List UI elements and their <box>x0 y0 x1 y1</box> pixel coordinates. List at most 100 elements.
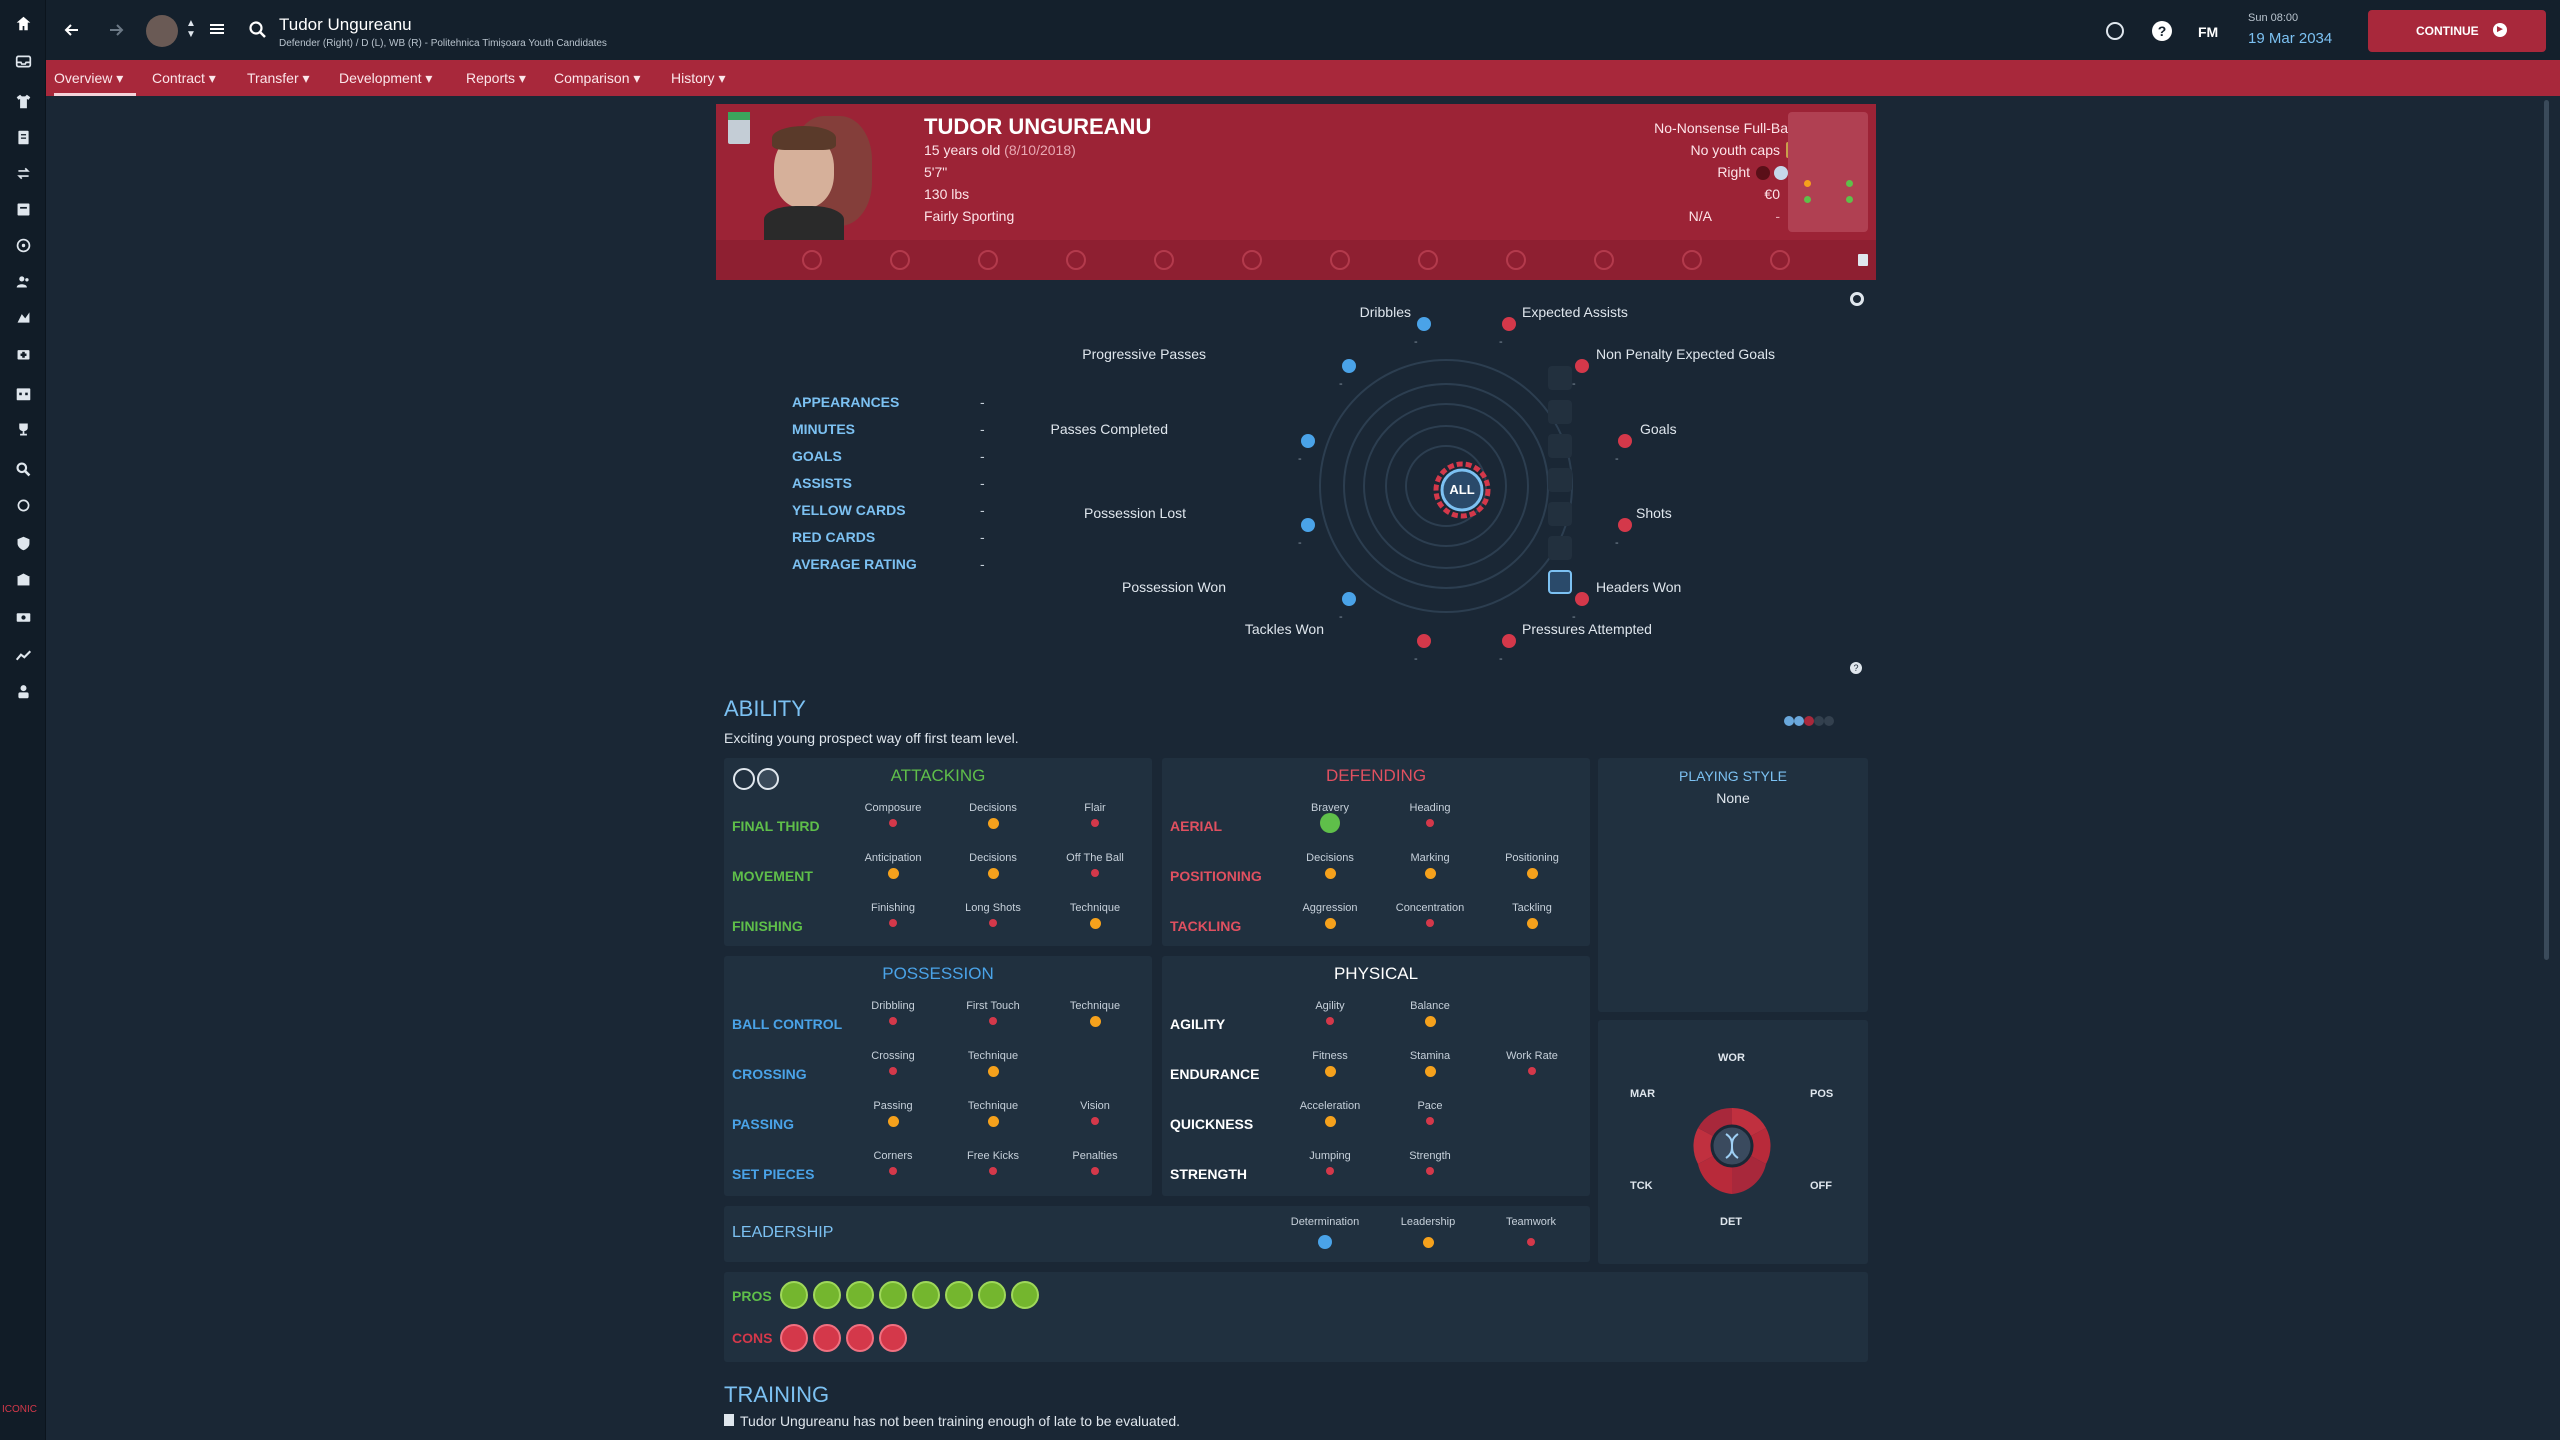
tab-overview[interactable]: Overview ▾ <box>54 60 136 96</box>
radar-dot-shots[interactable] <box>1618 518 1632 532</box>
position-pitch[interactable] <box>1788 112 1868 232</box>
inbox-icon[interactable] <box>12 50 34 72</box>
attribute-rating-dot[interactable] <box>1089 1015 1101 1027</box>
attribute-rating-dot[interactable] <box>989 1017 997 1025</box>
info-tab-icon[interactable] <box>890 250 910 270</box>
search-icon[interactable] <box>248 20 268 40</box>
settings-gear-icon[interactable] <box>1850 292 1864 306</box>
pro-trait-icon[interactable] <box>945 1281 973 1309</box>
attribute-view-icon[interactable] <box>733 768 755 790</box>
radar-dot-possession_won[interactable] <box>1342 592 1356 606</box>
attribute-rating-dot[interactable] <box>1527 1238 1535 1246</box>
pro-trait-icon[interactable] <box>780 1281 808 1309</box>
pro-trait-icon[interactable] <box>846 1281 874 1309</box>
tab-history[interactable]: History ▾ <box>671 70 726 86</box>
radar-dot-headers_won[interactable] <box>1575 592 1589 606</box>
delete-icon[interactable] <box>1858 254 1868 266</box>
trophy-icon[interactable] <box>12 418 34 440</box>
menu-icon[interactable] <box>210 22 224 36</box>
pro-trait-icon[interactable] <box>912 1281 940 1309</box>
attribute-rating-dot[interactable] <box>1424 867 1436 879</box>
medical-icon[interactable] <box>12 342 34 364</box>
attribute-rating-dot[interactable] <box>989 1167 997 1175</box>
attribute-rating-dot[interactable] <box>1318 1235 1332 1249</box>
attribute-rating-dot[interactable] <box>1089 917 1101 929</box>
con-trait-icon[interactable] <box>780 1324 808 1352</box>
radar-type-icon[interactable] <box>1548 536 1572 560</box>
back-arrow-icon[interactable] <box>60 18 84 42</box>
attribute-rating-dot[interactable] <box>1324 867 1336 879</box>
data-hub-icon[interactable] <box>12 644 34 666</box>
radar-type-icon[interactable] <box>1548 366 1572 390</box>
info-tab-icon[interactable] <box>1506 250 1526 270</box>
tab-development[interactable]: Development ▾ <box>339 70 433 86</box>
pro-trait-icon[interactable] <box>1011 1281 1039 1309</box>
info-tab-icon[interactable] <box>978 250 998 270</box>
info-tab-icon[interactable] <box>1418 250 1438 270</box>
con-trait-icon[interactable] <box>879 1324 907 1352</box>
attribute-rating-dot[interactable] <box>1320 813 1340 833</box>
tab-comparison[interactable]: Comparison ▾ <box>554 70 641 86</box>
radar-dot-expected_assists[interactable] <box>1502 317 1516 331</box>
con-trait-icon[interactable] <box>846 1324 874 1352</box>
radar-type-icon[interactable] <box>1548 468 1572 492</box>
info-tab-icon[interactable] <box>1066 250 1086 270</box>
info-tab-icon[interactable] <box>1594 250 1614 270</box>
attribute-rating-dot[interactable] <box>1324 917 1336 929</box>
transfers-icon[interactable] <box>12 162 34 184</box>
tab-transfer[interactable]: Transfer ▾ <box>247 70 310 86</box>
attribute-rating-dot[interactable] <box>1528 1067 1536 1075</box>
radar-dot-tackles_won[interactable] <box>1417 634 1431 648</box>
radar-dot-possession_lost[interactable] <box>1301 518 1315 532</box>
pro-trait-icon[interactable] <box>978 1281 1006 1309</box>
con-trait-icon[interactable] <box>813 1324 841 1352</box>
attribute-rating-dot[interactable] <box>987 867 999 879</box>
attribute-rating-dot[interactable] <box>889 819 897 827</box>
attribute-rating-dot[interactable] <box>1526 867 1538 879</box>
attribute-rating-dot[interactable] <box>889 1067 897 1075</box>
help-icon[interactable]: ? <box>2152 21 2172 41</box>
attribute-rating-dot[interactable] <box>1326 1017 1334 1025</box>
info-tab-icon[interactable] <box>1770 250 1790 270</box>
social-feed-icon[interactable] <box>2106 22 2124 40</box>
attribute-rating-dot[interactable] <box>887 867 899 879</box>
attribute-rating-dot[interactable] <box>987 1065 999 1077</box>
dev-centre-icon[interactable] <box>12 568 34 590</box>
attribute-rating-dot[interactable] <box>1426 819 1434 827</box>
club-icon[interactable] <box>12 532 34 554</box>
attribute-rating-dot[interactable] <box>889 1017 897 1025</box>
radar-type-icon[interactable] <box>1548 434 1572 458</box>
radar-type-icon[interactable] <box>1548 400 1572 424</box>
attribute-rating-dot[interactable] <box>1426 1167 1434 1175</box>
attribute-rating-dot[interactable] <box>1091 869 1099 877</box>
attribute-rating-dot[interactable] <box>1426 1117 1434 1125</box>
info-tab-icon[interactable] <box>1242 250 1262 270</box>
forward-arrow-icon[interactable] <box>104 18 128 42</box>
tactics-icon[interactable] <box>12 126 34 148</box>
current-date[interactable]: 19 Mar 2034 <box>2248 30 2333 47</box>
radar-dot-pressures[interactable] <box>1502 634 1516 648</box>
calendar-icon[interactable] <box>12 382 34 404</box>
radar-type-icon[interactable] <box>1548 570 1572 594</box>
finances-icon[interactable] <box>12 606 34 628</box>
radar-dot-dribbles[interactable] <box>1417 317 1431 331</box>
attribute-rating-dot[interactable] <box>887 1115 899 1127</box>
attribute-rating-dot[interactable] <box>1424 1065 1436 1077</box>
info-tab-icon[interactable] <box>802 250 822 270</box>
scouting-icon[interactable] <box>12 458 34 480</box>
competitions-icon[interactable] <box>12 234 34 256</box>
tab-contract[interactable]: Contract ▾ <box>152 70 216 86</box>
scrollbar[interactable] <box>2544 100 2549 960</box>
squad-icon[interactable] <box>12 90 34 112</box>
schedule-icon[interactable] <box>12 198 34 220</box>
radar-dot-progressive_passes[interactable] <box>1342 359 1356 373</box>
attribute-rating-dot[interactable] <box>1424 1015 1436 1027</box>
attribute-rating-dot[interactable] <box>1091 1167 1099 1175</box>
radar-dot-passes_completed[interactable] <box>1301 434 1315 448</box>
pro-trait-icon[interactable] <box>879 1281 907 1309</box>
attribute-rating-dot[interactable] <box>987 817 999 829</box>
pro-trait-icon[interactable] <box>813 1281 841 1309</box>
attribute-rating-dot[interactable] <box>989 919 997 927</box>
info-tab-icon[interactable] <box>1154 250 1174 270</box>
attribute-rating-dot[interactable] <box>1091 819 1099 827</box>
